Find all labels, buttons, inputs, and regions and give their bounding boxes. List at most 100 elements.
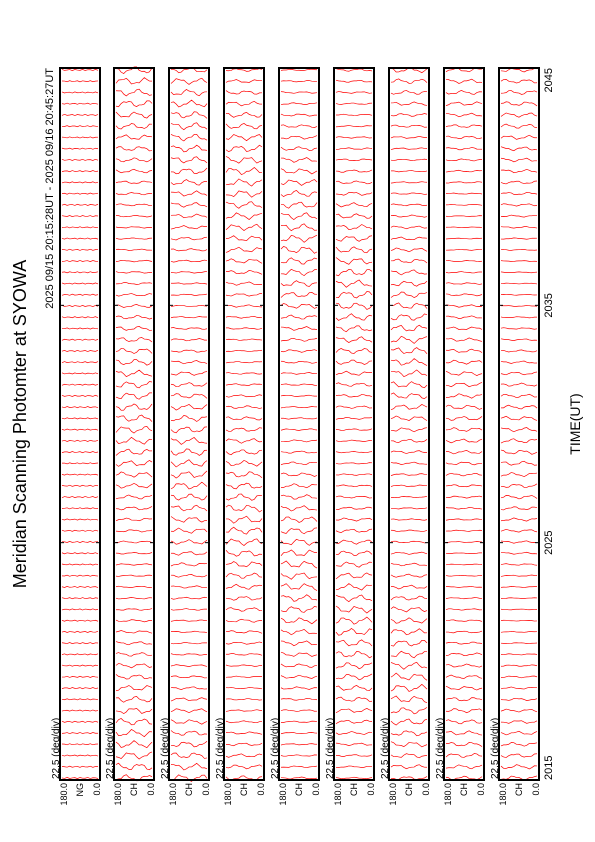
panel-frame	[168, 67, 210, 781]
trace-line	[390, 392, 428, 400]
trace-line	[225, 550, 263, 557]
trace-line	[335, 517, 373, 522]
trace-line	[115, 740, 153, 749]
trace-line	[225, 664, 263, 667]
trace-line	[500, 191, 538, 195]
trace-line	[280, 168, 318, 175]
trace-line	[335, 382, 373, 387]
trace-line	[445, 248, 483, 251]
trace-line	[335, 561, 373, 568]
trace-line	[225, 338, 263, 341]
trace-line	[225, 144, 263, 153]
trace-line	[280, 606, 318, 613]
trace-line	[115, 326, 153, 331]
trace-line	[390, 439, 428, 443]
trace-line	[280, 538, 318, 546]
trace-line	[445, 204, 483, 206]
trace-line	[170, 653, 208, 656]
trace-line	[170, 470, 208, 479]
trace-line	[61, 327, 99, 330]
trace-line	[280, 483, 318, 489]
trace-line	[61, 630, 99, 633]
trace-line	[390, 101, 428, 106]
y-tick-bottom: 0.0	[531, 783, 541, 796]
trace-line	[115, 729, 153, 738]
trace-line	[335, 416, 373, 420]
trace-line	[61, 406, 99, 409]
trace-line	[115, 685, 153, 692]
trace-line	[280, 686, 318, 690]
trace-line	[500, 483, 538, 488]
trace-line	[280, 179, 318, 186]
trace-line	[115, 157, 153, 163]
trace-line	[500, 146, 538, 152]
trace-line	[61, 215, 99, 218]
trace-line	[390, 369, 428, 378]
trace-line	[115, 100, 153, 108]
trace-line	[500, 720, 538, 724]
trace-line	[170, 393, 208, 399]
trace-line	[115, 403, 153, 411]
trace-line	[115, 663, 153, 669]
trace-line	[115, 111, 153, 119]
trace-line	[500, 472, 538, 478]
y-tick-top: 180.0	[168, 783, 178, 806]
trace-line	[115, 226, 153, 229]
trace-line	[390, 147, 428, 150]
trace-line	[445, 708, 483, 714]
trace-line	[390, 695, 428, 704]
trace-line	[170, 562, 208, 567]
trace-line	[500, 742, 538, 747]
trace-line	[225, 223, 263, 231]
trace-line	[225, 416, 263, 421]
trace-line	[61, 585, 99, 588]
trace-line	[115, 315, 153, 320]
trace-line	[390, 606, 428, 613]
trace-line	[280, 257, 318, 265]
trace-line	[390, 78, 428, 84]
trace-line	[61, 563, 99, 566]
trace-line	[115, 707, 153, 715]
scale-label: 22.5 (deg/div)	[435, 718, 446, 779]
trace-line	[226, 515, 263, 524]
trace-line	[335, 169, 373, 173]
trace-line	[335, 370, 373, 376]
trace-line	[170, 133, 208, 142]
trace-line	[115, 471, 153, 478]
trace-line	[390, 90, 428, 95]
trace-line	[445, 359, 483, 365]
panel: 180.0 0.0 CH 22.5 (deg/div)	[105, 66, 156, 806]
y-tick-top: 180.0	[388, 783, 398, 806]
trace-line	[335, 136, 373, 139]
trace-line	[280, 201, 318, 209]
trace-line	[225, 79, 263, 83]
trace-line	[170, 213, 208, 219]
trace-line	[280, 234, 318, 243]
trace-line	[500, 112, 538, 118]
trace-line	[61, 394, 99, 397]
trace-line	[390, 730, 428, 737]
trace-line	[61, 349, 99, 352]
trace-line	[500, 631, 538, 633]
trace-line	[500, 123, 538, 129]
panel: 180.0 0.0 CH 22.5 (deg/div)	[325, 67, 376, 806]
trace-line	[445, 608, 483, 611]
trace-line	[335, 708, 373, 714]
panel: 180.0 0.0 CH 22.5 (deg/div)	[270, 67, 321, 806]
trace-line	[390, 269, 428, 276]
trace-line	[225, 327, 263, 330]
x-tick-label: 2045	[543, 68, 555, 92]
trace-line	[170, 741, 208, 748]
trace-line	[170, 190, 208, 197]
trace-line	[115, 762, 153, 771]
trace-line	[335, 257, 373, 265]
panel: 180.0 0.0 NG 22.5 (deg/div)	[51, 67, 102, 806]
trace-line	[445, 563, 483, 566]
trace-line	[445, 674, 483, 679]
trace-line	[335, 450, 373, 454]
trace-line	[445, 181, 483, 184]
trace-line	[500, 90, 538, 95]
trace-line	[335, 673, 373, 681]
trace-line	[445, 112, 483, 118]
trace-line	[335, 651, 373, 659]
